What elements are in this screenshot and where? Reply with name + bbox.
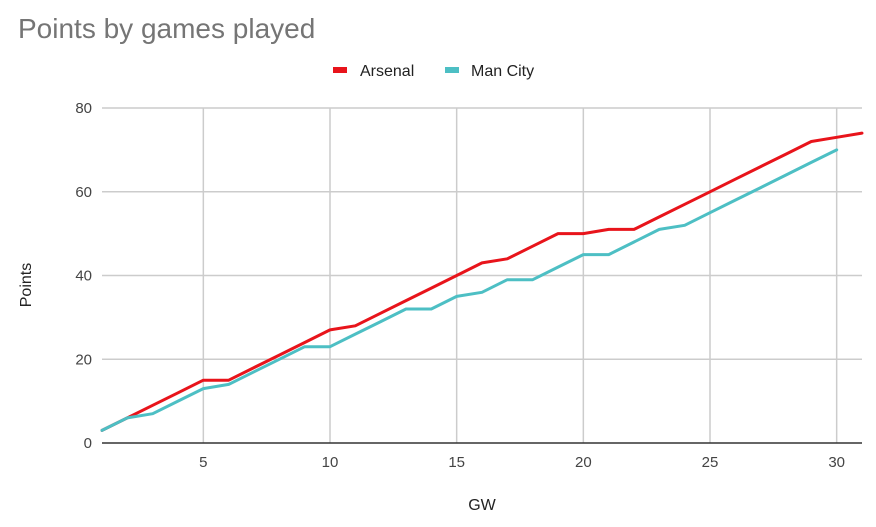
x-tick-label: 5 [199, 454, 207, 471]
y-tick-label: 20 [75, 351, 92, 368]
x-tick-label: 15 [448, 454, 465, 471]
x-tick-label: 20 [575, 454, 592, 471]
x-tick-label: 10 [322, 454, 339, 471]
series-group [100, 131, 864, 432]
legend-swatch-man-city [445, 67, 459, 73]
grid [102, 107, 862, 443]
y-tick-label: 80 [75, 100, 92, 117]
tick-labels: 0 20 40 60 80 5 10 15 20 25 30 [75, 100, 845, 471]
legend-label-arsenal: Arsenal [360, 63, 414, 80]
x-axis-title: GW [468, 497, 496, 514]
legend-label-man-city: Man City [471, 63, 534, 80]
x-tick-label: 25 [702, 454, 719, 471]
y-tick-label: 60 [75, 184, 92, 201]
y-axis-title: Points [18, 263, 35, 307]
chart-title: Points by games played [18, 13, 315, 44]
y-tick-label: 0 [84, 435, 92, 452]
x-tick-label: 30 [828, 454, 845, 471]
series-line-man-city [100, 148, 839, 432]
legend: Arsenal Man City [333, 63, 534, 80]
series-line-arsenal [100, 131, 864, 432]
y-tick-label: 40 [75, 268, 92, 285]
legend-swatch-arsenal [333, 67, 347, 73]
